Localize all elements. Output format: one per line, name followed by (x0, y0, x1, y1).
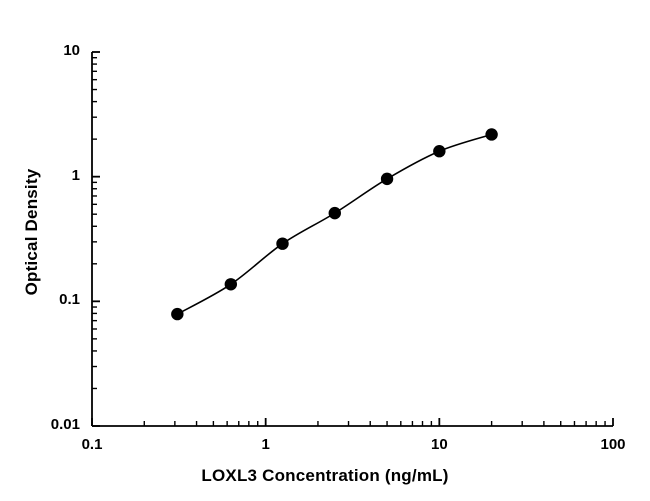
data-point (171, 307, 184, 321)
axis-lines (91, 52, 613, 427)
x-tick-label: 0.1 (81, 436, 103, 453)
x-tick-label: 10 (430, 436, 448, 453)
y-axis-ticks (92, 51, 100, 427)
y-tick-label: 1 (71, 166, 80, 184)
data-point (380, 172, 394, 186)
data-point (328, 206, 341, 220)
data-point (276, 237, 289, 250)
y-tick-label: 0.1 (59, 291, 80, 309)
y-axis-title: Optical Density (22, 168, 41, 296)
series-data-points (171, 128, 498, 321)
y-tick-label: 10 (63, 42, 80, 59)
x-tick-label: 1 (261, 436, 270, 453)
y-tick-label: 0.01 (50, 416, 80, 433)
data-point (485, 128, 498, 141)
data-point (224, 278, 238, 291)
data-point (433, 145, 446, 158)
x-tick-label: 100 (600, 436, 626, 453)
x-axis-ticks (91, 418, 614, 426)
x-axis-title: LOXL3 Concentration (ng/mL) (201, 466, 449, 485)
